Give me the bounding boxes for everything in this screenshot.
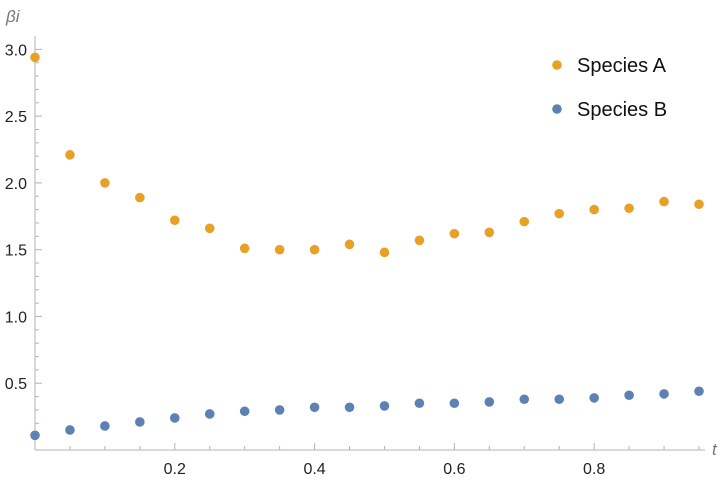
- data-point: [554, 394, 565, 405]
- data-point: [659, 196, 669, 207]
- data-point: [274, 405, 285, 415]
- data-point: [274, 244, 285, 255]
- data-points: [30, 52, 704, 441]
- data-point: [309, 402, 320, 413]
- series-b: [30, 386, 704, 441]
- data-point: [449, 398, 460, 409]
- data-point: [344, 402, 355, 413]
- y-tick-label: 0.5: [5, 376, 27, 393]
- series-a: [30, 52, 704, 258]
- data-point: [30, 430, 40, 441]
- x-tick-label: 0.2: [164, 461, 186, 478]
- data-point: [169, 413, 180, 423]
- x-tick-label: 0.4: [303, 461, 325, 478]
- x-tick-label: 0.6: [443, 461, 465, 478]
- data-point: [135, 192, 145, 203]
- data-point: [589, 393, 599, 403]
- data-point: [309, 244, 320, 255]
- data-point: [484, 397, 495, 407]
- data-point: [169, 215, 180, 226]
- y-tick-label: 1.5: [5, 243, 27, 260]
- data-point: [554, 208, 565, 219]
- data-point: [379, 247, 390, 258]
- axes: [34, 36, 705, 451]
- ticks: [35, 48, 700, 450]
- data-point: [30, 52, 40, 63]
- y-axis-label: βi: [5, 7, 21, 26]
- data-point: [204, 223, 215, 234]
- data-point: [100, 178, 110, 188]
- data-point: [624, 203, 634, 214]
- data-point: [519, 216, 530, 227]
- legend: Species A Species B: [552, 55, 667, 121]
- x-axis-label: t: [712, 440, 718, 459]
- data-point: [239, 243, 250, 254]
- data-point: [624, 390, 634, 401]
- data-point: [65, 150, 75, 160]
- legend-marker: [552, 104, 562, 114]
- data-point: [589, 204, 599, 215]
- data-point: [414, 398, 425, 409]
- data-point: [519, 394, 530, 405]
- data-point: [65, 425, 75, 435]
- data-point: [414, 235, 425, 246]
- data-point: [379, 401, 390, 411]
- data-point: [100, 421, 110, 431]
- data-point: [659, 389, 669, 399]
- y-tick-label: 3.0: [5, 42, 27, 59]
- y-tick-label: 2.5: [5, 109, 27, 126]
- y-tick-label: 2.0: [5, 176, 27, 193]
- legend-marker: [552, 60, 562, 70]
- data-point: [694, 386, 704, 397]
- data-point: [204, 409, 215, 419]
- tick-labels: 0.2 0.4 0.6 0.8 0.5 1.0 1.5 2.0 2.5 3.0: [5, 42, 606, 478]
- data-point: [484, 227, 495, 238]
- data-point: [694, 199, 704, 210]
- data-point: [344, 239, 355, 250]
- y-tick-label: 1.0: [5, 309, 27, 326]
- x-tick-label: 0.8: [583, 461, 605, 478]
- data-point: [449, 228, 460, 239]
- legend-label: Species A: [577, 55, 667, 77]
- data-point: [135, 417, 145, 427]
- legend-label: Species B: [577, 99, 667, 121]
- data-point: [239, 406, 250, 417]
